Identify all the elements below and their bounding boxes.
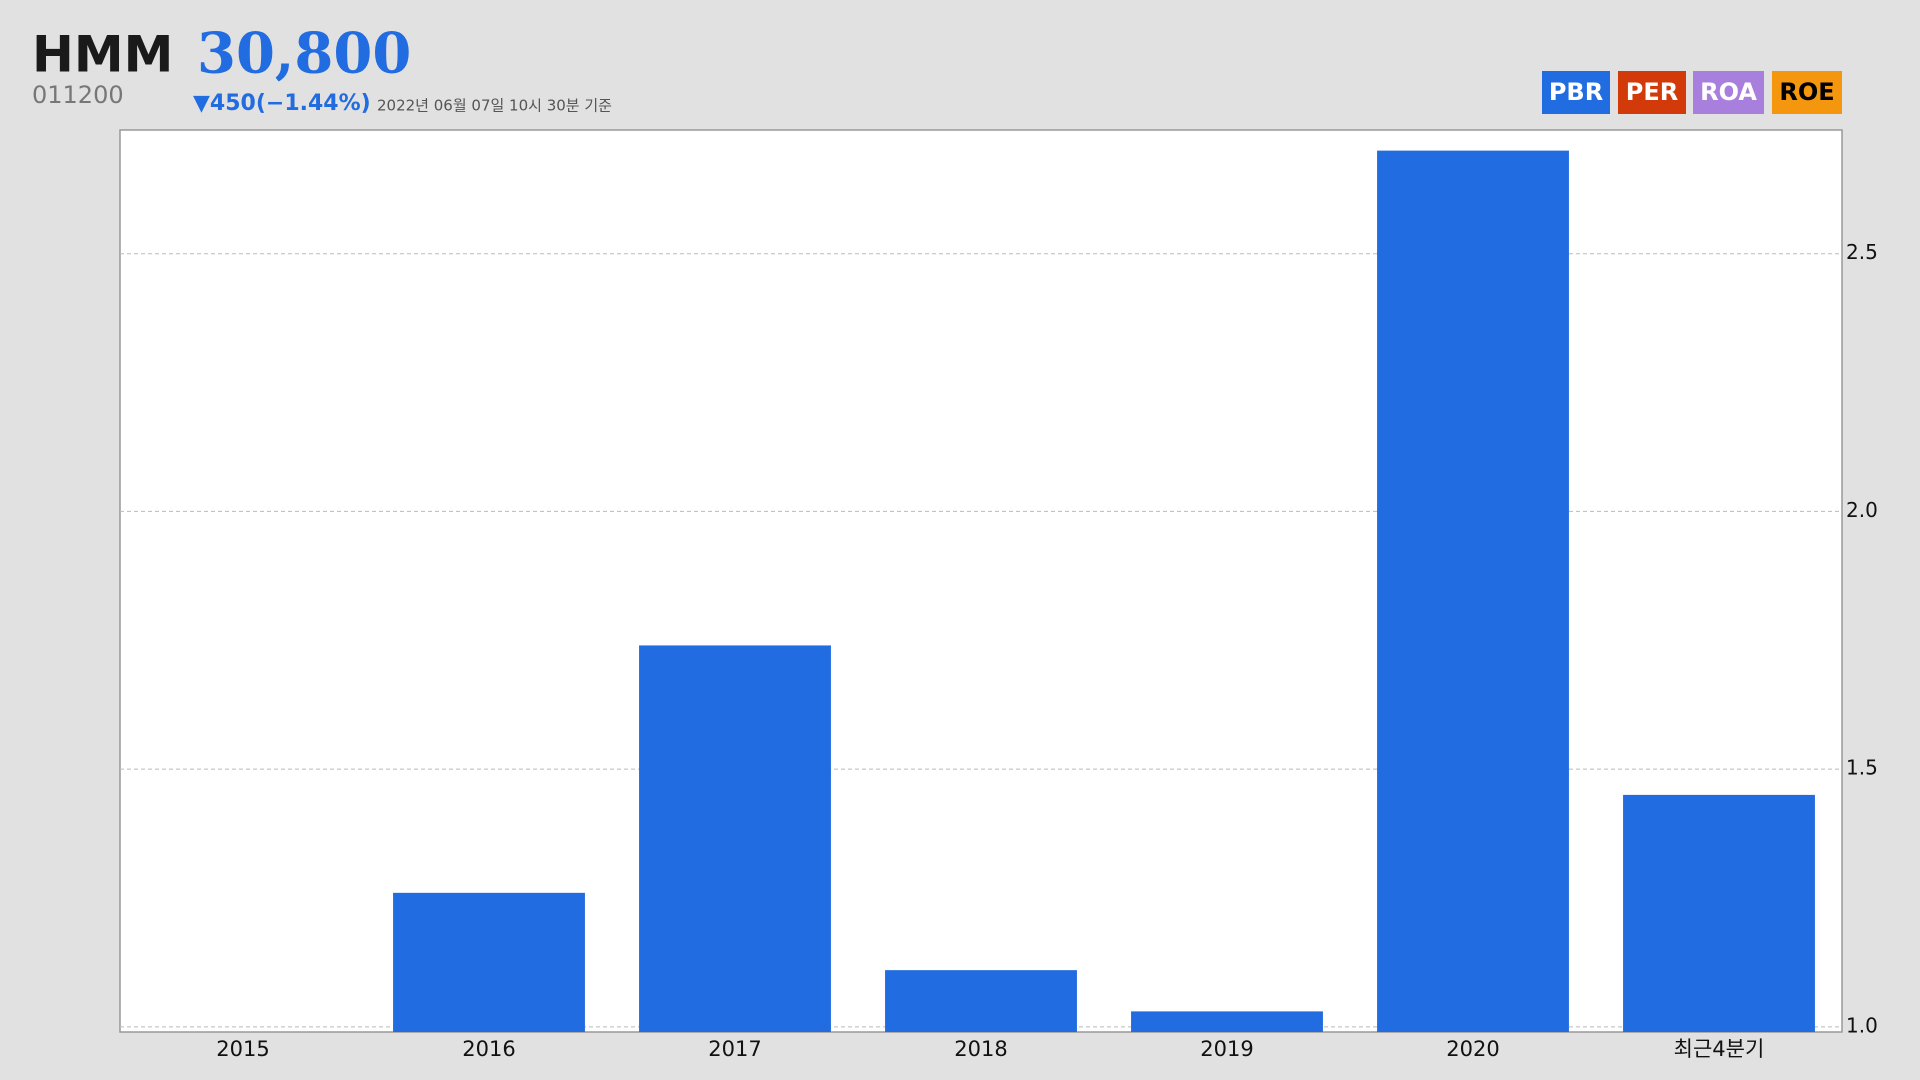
bar	[1131, 1011, 1323, 1032]
y-tick-label: 1.5	[1846, 756, 1878, 780]
tab-button[interactable]	[1772, 71, 1842, 114]
y-tick-label: 2.5	[1846, 240, 1878, 264]
tab-label[interactable]: PER	[1626, 78, 1678, 106]
stock-name: HMM	[32, 26, 173, 84]
bar	[1623, 794, 1815, 1032]
tab-label[interactable]: ROA	[1700, 78, 1757, 106]
bar	[885, 970, 1077, 1032]
plot-area	[119, 129, 1843, 1033]
stock-code: 011200	[32, 81, 124, 109]
x-tick-label: 2017	[708, 1037, 761, 1061]
x-tick-label: 2016	[462, 1037, 515, 1061]
bar	[1377, 150, 1569, 1033]
tab-label[interactable]: PBR	[1549, 78, 1603, 106]
x-tick-label: 2019	[1200, 1037, 1253, 1061]
x-tick-label: 2015	[216, 1037, 269, 1061]
price-change: ▼450(−1.44%)	[193, 91, 371, 116]
tab-label[interactable]: ROE	[1779, 78, 1834, 106]
x-tick-label: 최근4분기	[1674, 1037, 1765, 1061]
timestamp: 2022년 06월 07일 10시 30분 기준	[377, 97, 612, 115]
y-tick-label: 2.0	[1846, 498, 1878, 522]
tab-button[interactable]	[1542, 71, 1610, 114]
y-tick-label: 1.0	[1846, 1013, 1878, 1037]
stock-price: 30,800	[197, 21, 411, 87]
bar	[393, 892, 585, 1032]
x-tick-label: 2018	[954, 1037, 1007, 1061]
tab-button[interactable]	[1693, 71, 1764, 114]
bar	[639, 645, 831, 1032]
x-tick-label: 2020	[1446, 1037, 1499, 1061]
tab-button[interactable]	[1618, 71, 1686, 114]
